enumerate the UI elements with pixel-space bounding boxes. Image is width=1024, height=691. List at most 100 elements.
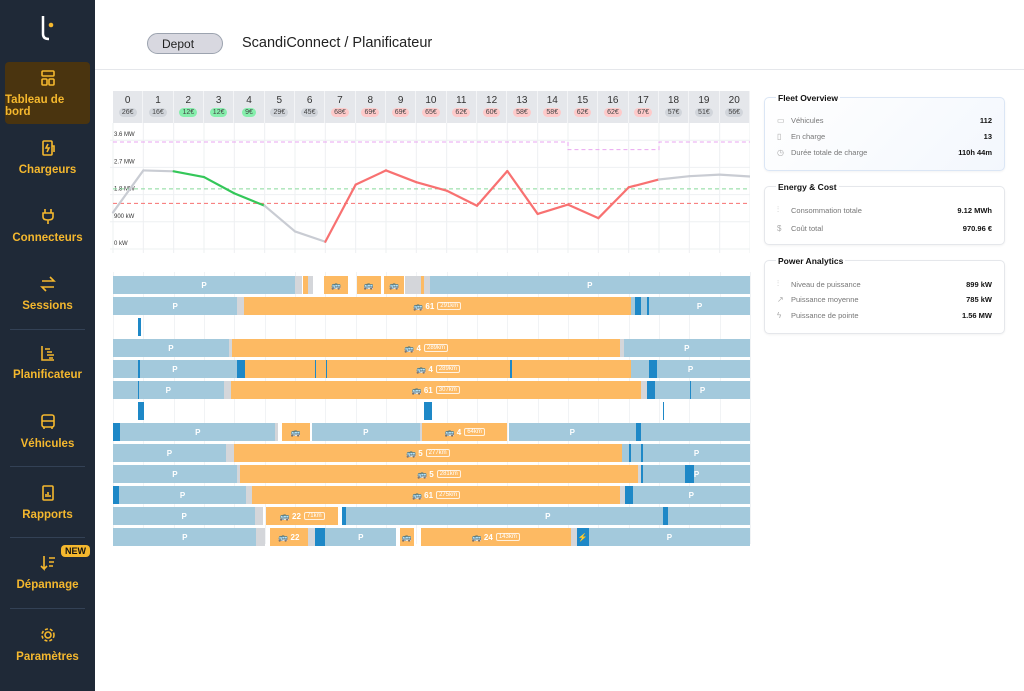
parking-block[interactable]: P	[623, 339, 750, 357]
depot-selector[interactable]: Depot	[147, 33, 223, 54]
parking-block[interactable]: P	[120, 423, 276, 441]
idle-block[interactable]	[620, 339, 624, 357]
idle-block[interactable]	[404, 276, 421, 294]
charging-block[interactable]	[634, 297, 641, 315]
parking-block[interactable]: P	[325, 528, 397, 546]
trip-block[interactable]: 🚌	[399, 528, 414, 546]
charging-block[interactable]	[640, 465, 644, 483]
charging-block[interactable]	[663, 507, 669, 525]
trip-block[interactable]	[420, 276, 425, 294]
parking-block[interactable]: P	[311, 423, 420, 441]
idle-block[interactable]	[637, 465, 641, 483]
trip-block[interactable]: 🚌	[281, 423, 310, 441]
trip-block[interactable]: 🚌	[384, 276, 405, 294]
trip-block[interactable]: 🚌 22	[269, 528, 309, 546]
charging-block[interactable]	[648, 360, 658, 378]
parking-block[interactable]: P	[631, 360, 750, 378]
charging-block[interactable]	[635, 423, 641, 441]
idle-block[interactable]	[223, 381, 231, 399]
trip-block[interactable]: 🚌 5 281km	[240, 465, 638, 483]
sidebar-item-planner[interactable]: Planificateur	[5, 343, 90, 381]
charging-block[interactable]	[663, 402, 665, 420]
parking-block[interactable]: P	[643, 465, 750, 483]
trip-block[interactable]	[303, 276, 309, 294]
idle-block[interactable]	[225, 444, 235, 462]
trip-block[interactable]: 🚌 5 277km	[234, 444, 622, 462]
charging-block[interactable]: ⚡	[576, 528, 589, 546]
parking-block[interactable]: P	[648, 297, 750, 315]
parking-block[interactable]: P	[113, 381, 224, 399]
sidebar-item-bus[interactable]: Véhicules	[5, 412, 90, 450]
parking-block[interactable]: P	[113, 465, 237, 483]
idle-block[interactable]	[419, 423, 423, 441]
trip-block[interactable]: 🚌 24 143km	[420, 528, 571, 546]
charging-block[interactable]	[138, 318, 141, 336]
trip-block[interactable]: 🚌 4 64km	[422, 423, 508, 441]
charging-block[interactable]	[628, 444, 632, 462]
charging-block[interactable]	[138, 360, 140, 378]
charging-block[interactable]	[689, 381, 692, 399]
charging-block[interactable]	[640, 444, 644, 462]
charging-block[interactable]	[113, 423, 121, 441]
charging-block[interactable]	[314, 360, 317, 378]
parking-block[interactable]: P	[643, 444, 750, 462]
parking-block[interactable]: P	[508, 423, 636, 441]
trip-block[interactable]: 🚌 22 71km	[266, 507, 339, 525]
trip-block[interactable]: 🚌	[324, 276, 349, 294]
idle-block[interactable]	[237, 297, 244, 315]
parking-block[interactable]: P	[119, 486, 246, 504]
charging-block[interactable]	[423, 402, 432, 420]
idle-block[interactable]	[619, 486, 626, 504]
idle-block[interactable]	[255, 507, 263, 525]
parking-block[interactable]: P	[113, 360, 237, 378]
sidebar-item-troubleshoot[interactable]: Dépannage NEW	[5, 545, 90, 591]
charging-block[interactable]	[325, 360, 328, 378]
parking-block[interactable]: P	[113, 339, 229, 357]
sidebar-item-plug[interactable]: Connecteurs	[5, 206, 90, 244]
trip-block[interactable]: 🚌	[356, 276, 382, 294]
trip-block[interactable]: 🚌 61 275km	[252, 486, 620, 504]
charging-block[interactable]	[342, 507, 346, 525]
idle-block[interactable]	[256, 528, 266, 546]
parking-block[interactable]: P	[429, 276, 750, 294]
sidebar-item-gear[interactable]: Paramètres	[5, 625, 90, 663]
charging-block[interactable]	[314, 528, 326, 546]
parking-block[interactable]: P	[113, 276, 295, 294]
parking-block[interactable]: P	[113, 507, 256, 525]
sidebar-item-report[interactable]: Rapports	[5, 483, 90, 521]
parking-block[interactable]: P	[113, 528, 257, 546]
charging-block[interactable]	[685, 465, 694, 483]
parking-block[interactable]: P	[632, 486, 750, 504]
parking-block[interactable]: P	[588, 528, 750, 546]
parking-block[interactable]: P	[113, 444, 226, 462]
charging-block[interactable]	[646, 297, 649, 315]
trip-block[interactable]: 🚌 4 289km	[244, 360, 632, 378]
parking-block[interactable]	[640, 423, 750, 441]
idle-block[interactable]	[308, 276, 314, 294]
charging-block[interactable]	[138, 402, 144, 420]
charging-block[interactable]	[510, 360, 512, 378]
sidebar-item-charger[interactable]: Chargeurs	[5, 138, 90, 176]
sidebar-item-dashboard[interactable]: Tableau de bord	[5, 62, 90, 124]
trip-block[interactable]: 🚌 61 307km	[230, 381, 641, 399]
sidebar-item-swap-arrows[interactable]: Sessions	[5, 274, 90, 312]
idle-block[interactable]	[245, 486, 253, 504]
trip-block[interactable]: 🚌 61 291km	[243, 297, 631, 315]
trip-block[interactable]: 🚌 4 289km	[231, 339, 621, 357]
idle-block[interactable]	[275, 423, 279, 441]
charging-block[interactable]	[646, 381, 656, 399]
idle-block[interactable]	[424, 276, 430, 294]
parking-block[interactable]: P	[345, 507, 750, 525]
idle-block[interactable]	[640, 381, 647, 399]
charging-block[interactable]	[138, 381, 140, 399]
idle-block[interactable]	[308, 528, 315, 546]
charging-block[interactable]	[113, 486, 120, 504]
charging-block[interactable]	[625, 486, 633, 504]
idle-block[interactable]	[570, 528, 577, 546]
idle-block[interactable]	[236, 465, 241, 483]
charging-block[interactable]	[236, 360, 245, 378]
parking-block[interactable]	[621, 444, 644, 462]
parking-block[interactable]: P	[655, 381, 750, 399]
parking-block[interactable]: P	[113, 297, 238, 315]
idle-block[interactable]	[295, 276, 302, 294]
